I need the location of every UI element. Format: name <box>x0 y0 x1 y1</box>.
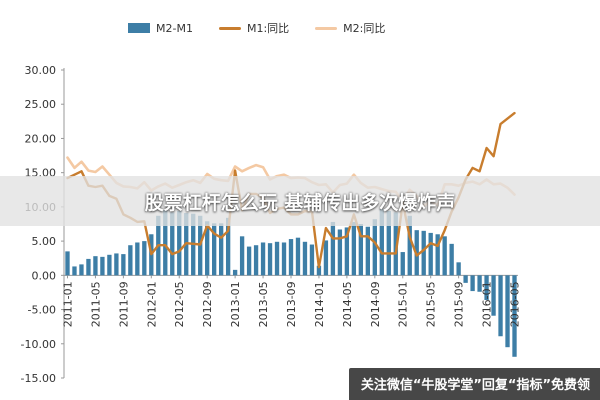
x-tick-label: 2012-01 <box>145 281 158 327</box>
x-tick-label: 2016-01 <box>481 281 494 327</box>
x-tick-label: 2014-05 <box>341 281 354 327</box>
legend-label-m2: M2:同比 <box>343 22 386 35</box>
bar <box>365 226 370 276</box>
bar <box>421 230 426 276</box>
bar <box>163 210 168 276</box>
bar <box>442 236 447 276</box>
bar <box>135 242 140 276</box>
bar <box>107 254 112 276</box>
legend-item-m1: M1:同比 <box>218 20 290 36</box>
bar <box>170 212 175 276</box>
bar <box>407 215 412 276</box>
bar <box>470 275 475 292</box>
bar <box>65 251 70 276</box>
bar <box>344 227 350 276</box>
bar <box>505 275 510 348</box>
bar <box>225 217 231 276</box>
bar <box>372 219 377 276</box>
bar <box>463 275 468 283</box>
legend-item-m2-m1: M2-M1 <box>128 22 193 35</box>
bar <box>323 240 329 276</box>
bar <box>379 208 384 276</box>
bar <box>274 241 280 276</box>
bar <box>205 221 210 276</box>
bar <box>100 256 105 276</box>
y-tick-label: 25.00 <box>25 98 57 111</box>
bar <box>358 224 364 276</box>
bar <box>484 275 489 300</box>
x-tick-label: 2013-01 <box>229 281 242 327</box>
bar <box>400 252 405 276</box>
bar <box>93 256 98 276</box>
y-tick-label: 20.00 <box>25 132 57 145</box>
x-tick-label: 2011-09 <box>117 281 130 327</box>
bar <box>72 266 77 276</box>
bar <box>386 210 391 276</box>
bar <box>239 236 245 276</box>
watermark: 关注微信“牛股学堂”回复“指标”免费领 <box>348 368 600 400</box>
x-tick-label: 2015-05 <box>425 281 438 327</box>
bar <box>491 275 496 316</box>
bar <box>393 212 398 276</box>
bar <box>295 237 301 276</box>
bar <box>477 275 482 292</box>
bar <box>232 269 238 276</box>
bar <box>121 254 126 276</box>
x-tick-label: 2012-05 <box>173 281 186 327</box>
legend-label-m1: M1:同比 <box>246 22 290 35</box>
y-tick-label: -10.00 <box>21 338 56 351</box>
x-tick-label: 2014-01 <box>313 281 326 327</box>
x-tick-label: 2015-01 <box>397 281 410 327</box>
y-tick-label: 0.00 <box>32 269 57 282</box>
bar <box>142 241 147 276</box>
bar <box>456 262 461 276</box>
bar <box>114 253 119 276</box>
x-tick-label: 2011-05 <box>89 281 102 327</box>
bar <box>177 210 182 276</box>
bar <box>128 245 133 276</box>
bar <box>302 241 308 276</box>
banner-title: 股票杠杆怎么玩 基辅传出多次爆炸声 <box>144 191 456 214</box>
bar <box>309 244 315 276</box>
bar <box>288 239 294 276</box>
bar <box>428 232 433 276</box>
x-tick-label: 2015-09 <box>453 281 466 327</box>
x-tick-label: 2013-05 <box>257 281 270 327</box>
bar <box>449 243 454 276</box>
bar <box>337 229 343 276</box>
bar <box>281 242 287 276</box>
bar <box>212 223 217 276</box>
x-tick-label: 2011-01 <box>61 281 74 327</box>
bar <box>246 246 252 276</box>
x-tick-label: 2016-05 <box>509 281 522 327</box>
y-tick-label: 5.00 <box>32 235 57 248</box>
bar <box>253 245 259 276</box>
bar <box>330 221 336 276</box>
legend-swatch-m2-m1 <box>128 23 150 33</box>
bar <box>498 275 503 337</box>
legend: M2-M1 M1:同比 M2:同比 <box>128 20 385 36</box>
bar <box>260 242 266 276</box>
legend-label-m2-m1: M2-M1 <box>156 21 193 35</box>
y-tick-label: -15.00 <box>21 372 56 385</box>
legend-swatch-m2 <box>315 26 338 30</box>
bar <box>267 243 273 276</box>
bar <box>435 234 440 276</box>
bar <box>512 275 517 357</box>
y-tick-label: 30.00 <box>25 64 57 77</box>
x-tick-label: 2013-09 <box>285 281 298 327</box>
x-tick-label: 2012-09 <box>201 281 214 327</box>
bar <box>218 223 224 276</box>
bar <box>79 264 84 276</box>
x-tick-label: 2014-09 <box>369 281 382 327</box>
bar <box>86 258 91 276</box>
title-banner: 股票杠杆怎么玩 基辅传出多次爆炸声 <box>0 176 600 226</box>
legend-item-m2: M2:同比 <box>315 20 385 36</box>
y-tick-label: -5.00 <box>28 304 56 317</box>
bar <box>316 265 322 276</box>
legend-swatch-m1 <box>218 26 241 30</box>
bar <box>351 221 357 276</box>
